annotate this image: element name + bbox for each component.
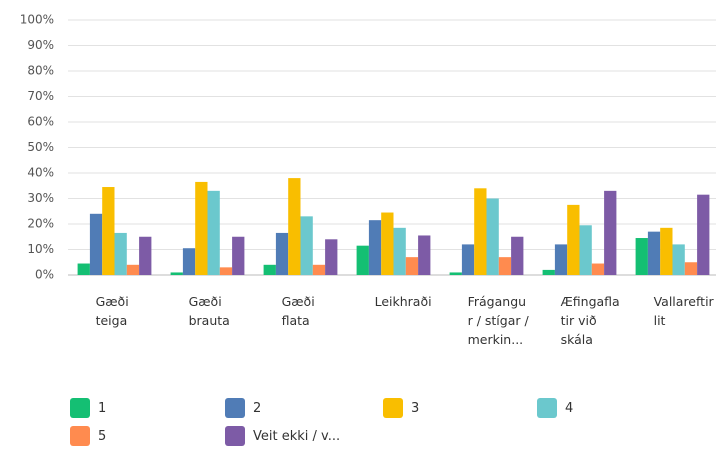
legend-swatch: [225, 426, 245, 446]
y-tick-label: 100%: [20, 13, 54, 27]
legend-item: Veit ekki / v...: [225, 425, 340, 447]
bar: [126, 264, 140, 275]
bar: [635, 238, 648, 275]
bar: [381, 212, 394, 275]
bar: [591, 263, 605, 275]
bar: [647, 231, 661, 275]
bar: [195, 181, 208, 275]
bar: [567, 204, 580, 275]
bar: [684, 262, 698, 275]
x-tick-label: Leikhraði: [374, 294, 432, 309]
y-tick-label: 40%: [27, 166, 54, 180]
legend-swatch: [383, 398, 403, 418]
bar: [207, 190, 220, 275]
bar: [393, 227, 406, 275]
y-tick-label: 30%: [27, 191, 54, 205]
bar: [405, 257, 419, 275]
bar: [300, 216, 313, 275]
bar: [542, 269, 555, 275]
y-tick-label: 20%: [27, 217, 54, 231]
legend-item: 3: [383, 397, 419, 419]
bar: [263, 264, 276, 275]
bar: [474, 188, 487, 275]
bar: [672, 244, 685, 275]
y-tick-label: 90%: [27, 38, 54, 52]
legend-label: 2: [253, 400, 262, 416]
x-tick-label: Gæði brauta: [188, 294, 230, 328]
x-tick-label: Gæði teiga: [95, 294, 129, 328]
legend-swatch: [70, 398, 90, 418]
bar: [182, 248, 196, 275]
legend-label: Veit ekki / v...: [253, 428, 341, 444]
bar: [170, 272, 183, 275]
bar: [232, 236, 245, 275]
legend-label: 5: [98, 428, 107, 444]
legend-label: 4: [565, 400, 574, 416]
y-tick-label: 60%: [27, 115, 54, 129]
legend-item: 5: [70, 425, 106, 447]
legend-swatch: [70, 426, 90, 446]
legend-swatch: [225, 398, 245, 418]
y-tick-label: 80%: [27, 64, 54, 78]
bar: [498, 257, 512, 275]
bar: [275, 232, 289, 275]
legend-label: 3: [411, 400, 420, 416]
bar: [418, 235, 431, 275]
bar: [604, 190, 617, 275]
y-tick-label: 0%: [35, 268, 54, 282]
bar: [89, 213, 103, 275]
bar: [77, 263, 90, 275]
bar: [368, 220, 382, 275]
bar: [511, 236, 524, 275]
bar: [486, 198, 499, 275]
bar: [288, 178, 301, 275]
x-tick-label: Frágangur / stígar / merkin...: [467, 294, 529, 347]
y-tick-label: 10%: [27, 242, 54, 256]
legend-label: 1: [98, 400, 107, 416]
y-tick-label: 50%: [27, 140, 54, 154]
x-tick-label: Vallareftirlit: [653, 294, 714, 328]
legend-item: 1: [70, 397, 106, 419]
bar: [356, 245, 369, 275]
bar: [579, 225, 592, 275]
bar: [325, 239, 338, 275]
bar: [449, 272, 462, 275]
bar: [312, 264, 326, 275]
bar: [139, 236, 152, 275]
bar: [461, 244, 475, 275]
legend-swatch: [537, 398, 557, 418]
bar: [219, 267, 233, 275]
bar: [697, 194, 710, 275]
legend-item: 4: [537, 397, 573, 419]
bar: [102, 187, 115, 275]
legend-item: 2: [225, 397, 261, 419]
bar: [660, 227, 673, 275]
y-tick-label: 70%: [27, 89, 54, 103]
x-tick-label: Æfingaflatir við skála: [560, 294, 620, 347]
x-tick-label: Gæði flata: [281, 294, 315, 328]
bar: [114, 232, 127, 275]
bar: [554, 244, 568, 275]
